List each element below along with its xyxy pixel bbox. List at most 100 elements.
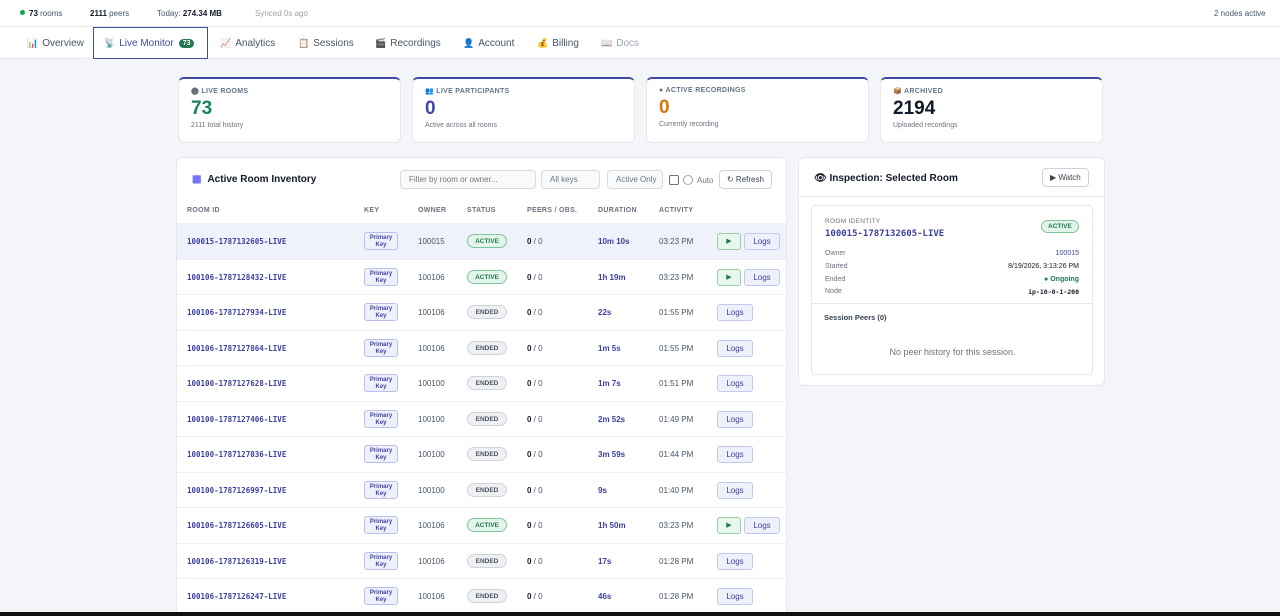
auto-refresh-toggle[interactable] [683, 175, 693, 185]
logs-button[interactable]: Logs [717, 410, 753, 428]
tab-billing[interactable]: 💰 Billing [537, 37, 579, 49]
room-id-link[interactable]: 100100-1787127628-LIVE [187, 379, 287, 388]
peers-cell: 0 / 0 [527, 592, 543, 601]
tab-overview[interactable]: 📊 Overview [27, 37, 84, 49]
user-icon: 👤 [463, 37, 475, 48]
tab-docs[interactable]: 📖 Docs [601, 37, 640, 49]
owner-cell: 100106 [418, 592, 445, 601]
duration-cell: 1h 19m [598, 272, 626, 282]
table-row[interactable]: 100106-1787127864-LIVE Primary Key 100106 EN… [177, 329, 786, 366]
status-badge: ENDED [467, 340, 507, 355]
inventory-title: ▦ Active Room Inventory [192, 174, 317, 185]
activity-cell: 03:23 PM [659, 272, 694, 282]
room-inventory-panel: ▦Active Room Inventory All keys Active O… [176, 157, 787, 616]
owner-cell: 100106 [418, 343, 445, 353]
table-row[interactable]: 100100-1787127628-LIVE Primary Key 100100 EN… [177, 365, 786, 401]
stat-archived: 📦 ARCHIVED 2194 Uploaded recordings [880, 77, 1103, 143]
tab-account[interactable]: 👤 Account [463, 37, 515, 49]
auto-label: Auto [697, 176, 714, 185]
antenna-icon: 📡 [104, 37, 116, 48]
record-dot-icon: ● [659, 87, 664, 94]
refresh-button[interactable]: ↻ Refresh [719, 170, 772, 189]
room-id-link[interactable]: 100106-1787127864-LIVE [187, 343, 287, 353]
key-badge: Primary Key [364, 303, 398, 321]
logs-button[interactable]: Logs [717, 339, 753, 357]
session-peers-label: Session Peers (0) [824, 313, 887, 322]
play-icon[interactable]: ▶ [717, 517, 741, 534]
tab-analytics[interactable]: 📈 Analytics [220, 37, 276, 49]
room-id-link[interactable]: 100106-1787127934-LIVE [187, 308, 287, 317]
status-bar: 73 rooms 2111 peers Today: 274.34 MB Syn… [0, 0, 1280, 27]
rooms-stat: 73 rooms [20, 9, 62, 18]
table-row[interactable]: 100106-1787126605-LIVE Primary Key 100106 AC… [177, 507, 786, 543]
room-id-link[interactable]: 100106-1787128432-LIVE [187, 272, 287, 282]
chart-icon: 📊 [27, 37, 39, 48]
inventory-toolbar: ▦Active Room Inventory All keys Active O… [177, 158, 786, 200]
play-icon[interactable]: ▶ [717, 268, 741, 286]
logs-button[interactable]: Logs [717, 481, 753, 499]
tab-live-monitor[interactable]: 📡 Live Monitor 73 [93, 27, 208, 59]
duration-cell: 1h 50m [598, 521, 626, 530]
col-key: KEY [364, 207, 380, 214]
active-only-checkbox[interactable] [669, 175, 679, 185]
play-icon[interactable]: ▶ [717, 233, 741, 250]
logs-button[interactable]: Logs [717, 375, 753, 392]
table-row[interactable]: 100106-1787126319-LIVE Primary Key 100106 EN… [177, 542, 786, 579]
room-id-link[interactable]: 100106-1787126319-LIVE [187, 556, 287, 566]
duration-cell: 3m 59s [598, 450, 626, 459]
active-only-filter[interactable]: Active Only [607, 170, 663, 189]
logs-button[interactable]: Logs [744, 233, 780, 250]
room-filter-input[interactable] [400, 170, 536, 189]
key-badge: Primary Key [364, 551, 398, 570]
owner-cell: 100100 [418, 450, 445, 459]
room-id-link[interactable]: 100100-1787127036-LIVE [187, 450, 287, 459]
room-id-link[interactable]: 100106-1787126605-LIVE [187, 521, 287, 530]
key-badge: Primary Key [364, 445, 398, 463]
people-icon: 👥 [425, 88, 435, 95]
stat-value: 73 [191, 98, 213, 119]
logs-button[interactable]: Logs [717, 304, 753, 321]
sync-status: Synced 0s ago [255, 9, 308, 18]
activity-cell: 01:51 PM [659, 379, 694, 388]
table-row[interactable]: 100106-1787127934-LIVE Primary Key 100106 EN… [177, 294, 786, 330]
keys-select[interactable]: All keys [541, 170, 600, 189]
duration-cell: 46s [598, 592, 612, 601]
owner-value[interactable]: 100015 [1055, 250, 1079, 257]
peers-cell: 0 / 0 [527, 450, 543, 459]
eye-icon: 👁 [814, 173, 827, 184]
status-badge: ENDED [467, 411, 507, 426]
logs-button[interactable]: Logs [717, 446, 753, 463]
status-badge: ENDED [467, 305, 507, 319]
table-row[interactable]: 100100-1787127406-LIVE Primary Key 100100 EN… [177, 400, 786, 437]
tab-recordings[interactable]: 🎬 Recordings [375, 37, 441, 49]
room-identity-value[interactable]: 100015-1787132605-LIVE [825, 229, 945, 239]
table-row[interactable]: 100100-1787127036-LIVE Primary Key 100100 EN… [177, 436, 786, 472]
logs-button[interactable]: Logs [717, 588, 753, 605]
stat-value: 0 [659, 97, 670, 118]
live-dot-icon [20, 10, 25, 15]
room-identity-label: ROOM IDENTITY [825, 218, 881, 225]
watch-button[interactable]: ▶ Watch [1042, 168, 1089, 187]
room-id-link[interactable]: 100100-1787127406-LIVE [187, 414, 287, 424]
activity-cell: 03:23 PM [659, 521, 694, 530]
peers-cell: 0 / 0 [527, 414, 543, 424]
status-badge: ACTIVE [1041, 220, 1079, 233]
status-badge: ENDED [467, 589, 507, 603]
table-row[interactable]: 100106-1787128432-LIVE Primary Key 100106 AC… [177, 258, 786, 295]
tab-sessions[interactable]: 📋 Sessions [298, 37, 354, 49]
table-row[interactable]: 100106-1787126247-LIVE Primary Key 100106 EN… [177, 578, 786, 614]
status-badge: ENDED [467, 482, 507, 497]
duration-cell: 22s [598, 308, 612, 317]
table-row[interactable]: 100100-1787126997-LIVE Primary Key 100100 EN… [177, 471, 786, 508]
key-badge: Primary Key [364, 374, 398, 392]
status-badge: ACTIVE [467, 234, 507, 248]
clapper-icon: 🎬 [375, 37, 387, 48]
logs-button[interactable]: Logs [744, 268, 780, 286]
table-row[interactable]: 100015-1787132605-LIVE Primary Key 100015 AC… [177, 223, 786, 259]
room-id-link[interactable]: 100106-1787126247-LIVE [187, 592, 287, 601]
stat-subtitle: 2111 total history [191, 122, 244, 129]
logs-button[interactable]: Logs [744, 517, 780, 534]
room-id-link[interactable]: 100015-1787132605-LIVE [187, 237, 287, 246]
room-id-link[interactable]: 100100-1787126997-LIVE [187, 485, 287, 495]
logs-button[interactable]: Logs [717, 552, 753, 570]
